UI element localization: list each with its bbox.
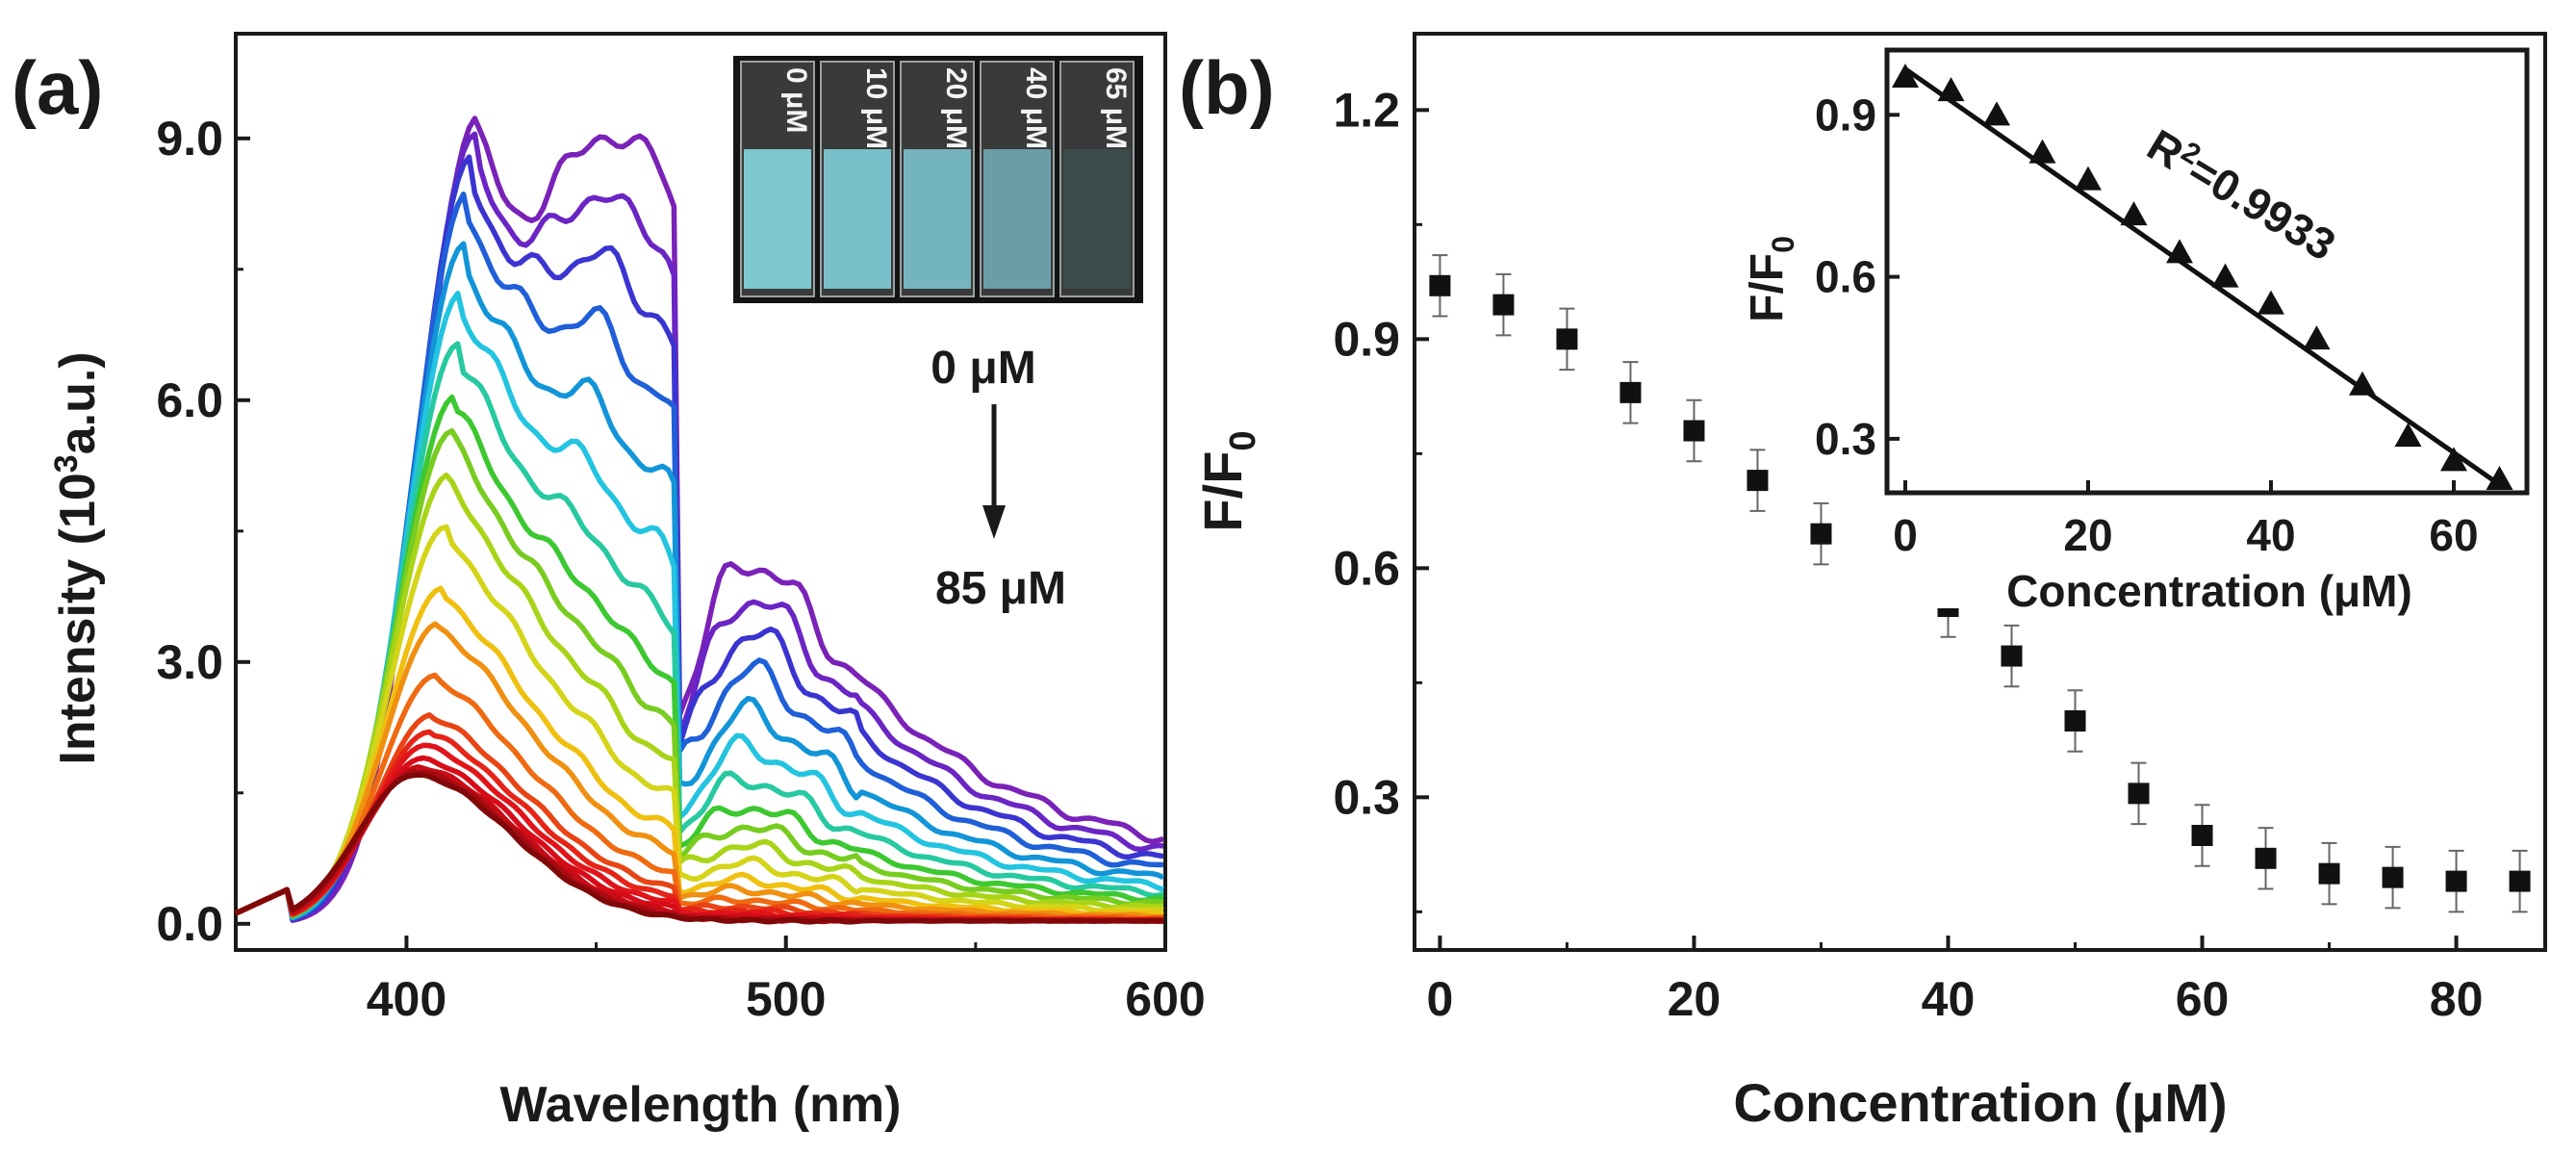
- x-tick-label: 500: [746, 972, 826, 1026]
- x-tick-label: 0: [1893, 510, 1918, 560]
- y-tick-label: 0.0: [156, 897, 223, 951]
- annotation-start-concentration: 0 μM: [931, 343, 1035, 394]
- y-tick-label: 3.0: [156, 635, 223, 689]
- annotation-end-concentration: 85 μM: [935, 563, 1066, 614]
- panel-a: (a) Intensity (103a.u.) 400 500 600 0.0 3.0…: [12, 32, 1206, 1133]
- inset-x-axis-title: Concentration (μM): [2006, 566, 2412, 616]
- inset-plot-frame: [1884, 47, 2530, 496]
- vial-label: 40 μM: [1020, 67, 1052, 149]
- inset-data-points: [1892, 64, 2513, 490]
- x-tick-label: 80: [2430, 972, 2484, 1026]
- x-tick-label: 60: [2429, 510, 2478, 560]
- panel-b-y-ticks: 0.3 0.6 0.9 1.2: [1333, 83, 1429, 913]
- data-point: [2440, 447, 2467, 472]
- data-point: [2486, 465, 2513, 490]
- y-tick-label: 0.9: [1333, 312, 1400, 366]
- data-point: [1492, 294, 1515, 316]
- data-point: [2349, 371, 2376, 396]
- data-point: [2255, 847, 2277, 869]
- x-tick-label: 60: [2176, 972, 2230, 1026]
- inset-x-ticks: 0 20 40 60: [1893, 480, 2479, 560]
- data-point: [1983, 101, 2010, 126]
- y-tick-label: 0.3: [1815, 414, 1876, 464]
- y-tick-label: 0.3: [1333, 770, 1400, 824]
- y-tick-label: 0.9: [1815, 90, 1876, 140]
- concentration-arrow-head: [982, 505, 1006, 539]
- data-point: [1892, 64, 1919, 89]
- inset-background: [1867, 40, 2536, 608]
- data-point: [2318, 862, 2340, 885]
- y-tick-label: 6.0: [156, 373, 223, 427]
- x-tick-label: 600: [1125, 972, 1205, 1026]
- data-point: [2509, 870, 2531, 892]
- data-point: [2001, 645, 2023, 667]
- vial-solution: [824, 149, 891, 289]
- x-tick-label: 0: [1426, 972, 1453, 1026]
- inset-chart: F/F0 0 20 40 60 0.3 0.6 0.9 Concentration (μM…: [1742, 40, 2536, 616]
- panel-b-x-ticks: 0 20 40 60 80: [1426, 936, 2483, 1026]
- vial-solution: [744, 149, 811, 289]
- panel-b-plot-frame: [1413, 32, 2547, 952]
- data-point: [2120, 201, 2148, 226]
- panel-a-label: (a): [12, 45, 103, 130]
- data-point: [2382, 866, 2404, 888]
- vial-label: 10 μM: [860, 67, 892, 149]
- data-point: [1683, 420, 1705, 442]
- x-tick-label: 40: [2246, 510, 2295, 560]
- y-tick-label: 0.6: [1333, 541, 1400, 595]
- data-point: [1620, 381, 1642, 403]
- y-tick-label: 9.0: [156, 112, 223, 166]
- data-point: [2191, 825, 2213, 846]
- y-tick-label: 0.6: [1815, 252, 1876, 302]
- data-point: [2445, 870, 2467, 892]
- data-point: [2064, 710, 2086, 732]
- data-point: [1937, 77, 1965, 102]
- vial-photo-inset: 0 μM 10 μM 20 μM 40 μM 65 μM: [733, 56, 1143, 303]
- vial-label: 65 μM: [1100, 67, 1132, 149]
- vial-label: 0 μM: [780, 67, 812, 133]
- x-tick-label: 20: [2063, 510, 2112, 560]
- panel-a-x-axis-title: Wavelength (nm): [500, 1077, 902, 1133]
- vial-solution: [983, 149, 1051, 289]
- data-point: [1810, 523, 1832, 545]
- panel-b-label: (b): [1179, 45, 1275, 130]
- data-point: [2211, 263, 2239, 288]
- y-tick-label: 1.2: [1333, 83, 1400, 137]
- x-tick-label: 400: [367, 972, 446, 1026]
- inset-y-axis-title: F/F0: [1742, 236, 1800, 322]
- data-point: [2303, 325, 2331, 350]
- spectrum-line-20: [234, 772, 1164, 925]
- spectra-series-group: [234, 116, 1165, 925]
- data-point: [1556, 328, 1578, 350]
- vial-solution: [1063, 149, 1131, 289]
- data-point: [2166, 239, 2193, 264]
- spectrum-line-9: [234, 472, 1164, 917]
- inset-y-ticks: 0.3 0.6 0.9: [1815, 90, 1900, 464]
- data-point: [2128, 783, 2150, 805]
- spectrum-line-10: [234, 524, 1164, 917]
- panel-a-x-ticks: 400 500 600: [367, 936, 1206, 1026]
- vial-label: 20 μM: [940, 67, 972, 149]
- fit-line: [1903, 66, 2501, 487]
- panel-b: (b) F/F0 0 20 40 60 80 0.3 0.6 0.9 1.2 Concentr…: [1179, 32, 2547, 1133]
- panel-b-y-axis-title: F/F0: [1192, 430, 1263, 531]
- data-point: [2028, 139, 2056, 164]
- data-point: [1429, 274, 1451, 296]
- data-point: [2394, 423, 2422, 448]
- data-point: [1747, 470, 1769, 492]
- panel-b-x-axis-title: Concentration (μM): [1733, 1072, 2227, 1133]
- data-point: [2075, 166, 2102, 191]
- panel-a-y-ticks: 0.0 3.0 6.0 9.0: [156, 112, 250, 951]
- data-point: [2257, 290, 2284, 315]
- panel-a-plot-frame: [234, 32, 1167, 952]
- x-tick-label: 40: [1922, 972, 1976, 1026]
- vial-solution: [904, 149, 971, 289]
- spectrum-line-12: [234, 621, 1164, 920]
- x-tick-label: 20: [1668, 972, 1722, 1026]
- panel-a-y-axis-title: Intensity (103a.u.): [48, 351, 106, 764]
